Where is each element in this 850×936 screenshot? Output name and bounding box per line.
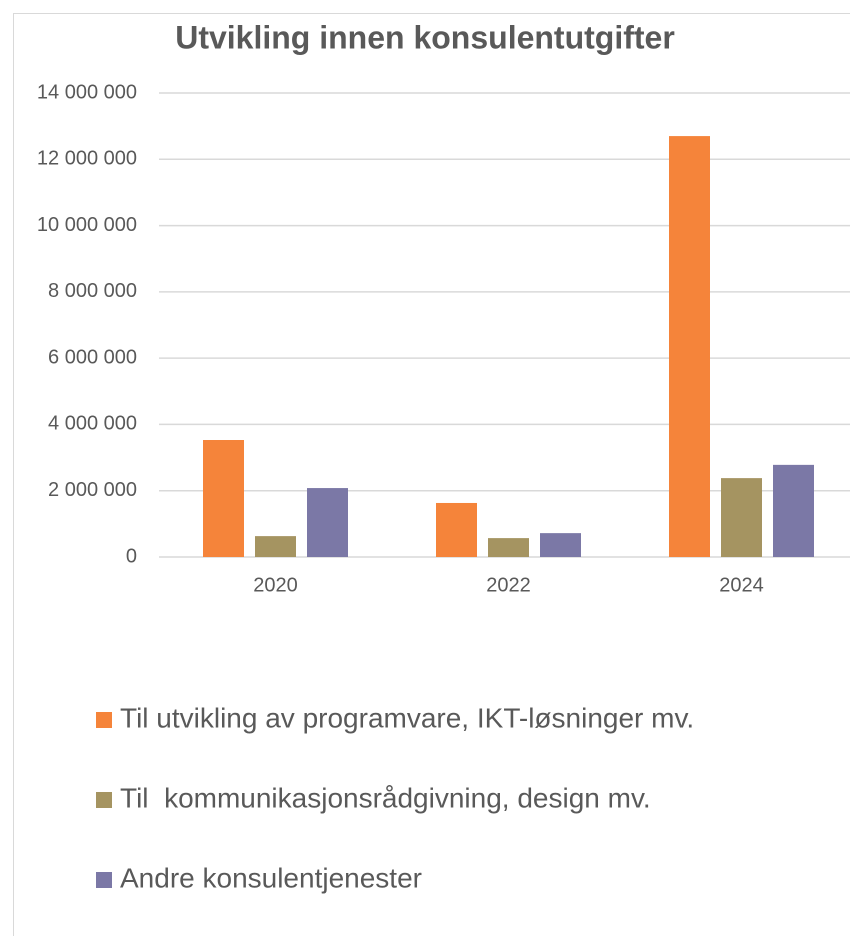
- x-tick-label: 2024: [719, 574, 764, 596]
- y-tick-label: 4 000 000: [48, 413, 137, 435]
- y-tick-label: 12 000 000: [37, 148, 137, 170]
- bar: [773, 464, 814, 557]
- legend-label: Til utvikling av programvare, IKT-løsnin…: [120, 702, 694, 733]
- bar: [669, 136, 710, 558]
- bar: [203, 440, 244, 557]
- bar: [488, 538, 529, 557]
- bar: [540, 533, 581, 557]
- legend-label: Andre konsulentjenester: [120, 862, 422, 893]
- legend-swatch: [96, 792, 112, 808]
- x-tick-label: 2020: [253, 574, 298, 596]
- y-tick-label: 0: [126, 545, 137, 567]
- chart-title: Utvikling innen konsulentutgifter: [175, 19, 675, 55]
- y-tick-label: 8 000 000: [48, 280, 137, 302]
- chart-frame: [13, 13, 850, 936]
- y-tick-label: 10 000 000: [37, 214, 137, 236]
- y-tick-label: 2 000 000: [48, 479, 137, 501]
- legend-swatch: [96, 712, 112, 728]
- y-tick-label: 14 000 000: [37, 81, 137, 103]
- legend-label: Til kommunikasjonsrådgivning, design mv.: [120, 782, 651, 813]
- y-tick-label: 6 000 000: [48, 346, 137, 368]
- bar: [436, 502, 477, 557]
- bar: [721, 478, 762, 557]
- bar: [255, 536, 296, 557]
- legend-swatch: [96, 872, 112, 888]
- x-tick-label: 2022: [486, 574, 531, 596]
- bar: [307, 488, 348, 557]
